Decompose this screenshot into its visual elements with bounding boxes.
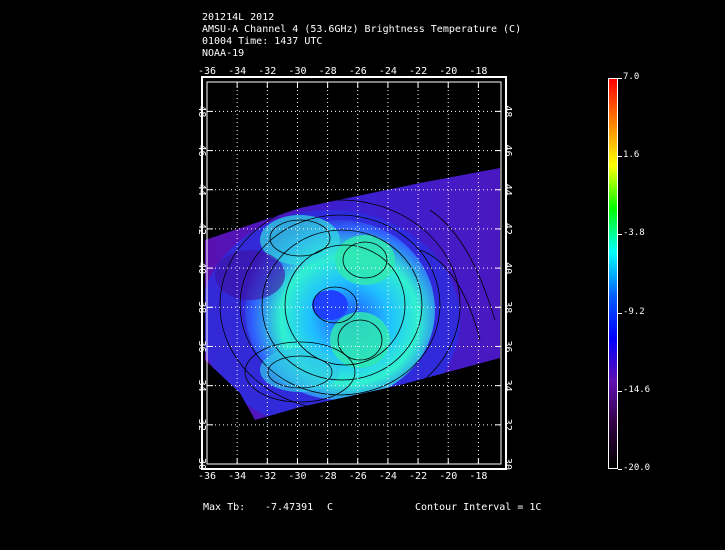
lon-label-top: -28 xyxy=(319,66,337,77)
lat-label-left: 30 xyxy=(196,458,207,470)
title-line-3: 01004 Time: 1437 UTC xyxy=(202,36,323,47)
lon-label-bottom: -34 xyxy=(228,471,246,482)
lon-label-top: -34 xyxy=(228,66,246,77)
plot-frame xyxy=(201,76,507,470)
lon-label-top: -20 xyxy=(439,66,457,77)
title-line-2: AMSU-A Channel 4 (53.6GHz) Brightness Te… xyxy=(202,24,522,35)
lon-label-bottom: -26 xyxy=(349,471,367,482)
lat-label-right: 46 xyxy=(502,145,513,157)
colorbar-label: 7.0 xyxy=(623,72,640,82)
lat-label-left: 38 xyxy=(196,301,207,313)
lat-label-left: 40 xyxy=(196,262,207,274)
title-line-1: 201214L 2012 xyxy=(202,12,275,23)
lon-label-top: -36 xyxy=(198,66,216,77)
lon-label-bottom: -28 xyxy=(319,471,337,482)
colorbar-tick xyxy=(618,234,622,236)
lon-label-top: -18 xyxy=(469,66,487,77)
max-tb-unit: C xyxy=(327,502,334,513)
lon-label-bottom: -32 xyxy=(258,471,276,482)
lon-label-top: -32 xyxy=(258,66,276,77)
lat-label-right: 32 xyxy=(502,419,513,431)
lat-label-left: 36 xyxy=(196,340,207,352)
lon-label-bottom: -24 xyxy=(379,471,397,482)
lon-label-top: -24 xyxy=(379,66,397,77)
lat-label-right: 34 xyxy=(502,380,513,392)
colorbar-tick xyxy=(618,156,622,158)
colorbar-tick xyxy=(618,78,622,79)
lat-lon-grid xyxy=(206,82,501,465)
lat-label-right: 48 xyxy=(502,105,513,117)
lat-label-right: 42 xyxy=(502,223,513,235)
colorbar xyxy=(608,78,618,469)
lat-label-left: 46 xyxy=(196,145,207,157)
colorbar-label: 1.6 xyxy=(623,150,640,161)
contour-interval: Contour Interval = 1C xyxy=(415,502,542,513)
satellite-swath xyxy=(205,168,500,420)
max-tb-label: Max Tb: xyxy=(203,502,246,513)
lat-label-right: 44 xyxy=(502,184,513,196)
lon-label-top: -22 xyxy=(409,66,427,77)
lat-label-right: 40 xyxy=(502,262,513,274)
lat-label-left: 32 xyxy=(196,419,207,431)
lat-label-left: 48 xyxy=(196,105,207,117)
colorbar-label: -3.8 xyxy=(623,228,645,239)
lon-label-top: -30 xyxy=(288,66,306,77)
colorbar-tick xyxy=(618,469,622,470)
colorbar-label: -20.0 xyxy=(623,463,651,473)
lon-label-bottom: -18 xyxy=(469,471,487,482)
title-line-4: NOAA-19 xyxy=(202,48,245,59)
colorbar-label: -14.6 xyxy=(623,384,651,395)
lon-label-bottom: -30 xyxy=(288,471,306,482)
lat-label-right: 38 xyxy=(502,301,513,313)
lat-label-left: 34 xyxy=(196,380,207,392)
colorbar-tick xyxy=(618,312,622,314)
lon-label-top: -26 xyxy=(349,66,367,77)
lon-label-bottom: -22 xyxy=(409,471,427,482)
lon-label-bottom: -36 xyxy=(198,471,216,482)
colorbar-tick xyxy=(618,390,622,392)
axis-tick-labels: -36 -36 -34 -34 -32 -32 -30 -30 -28 -28 -26 -26 -24 -… xyxy=(196,66,513,482)
max-tb-value: -7.47391 xyxy=(265,502,314,513)
colorbar-label: -9.2 xyxy=(623,306,645,317)
lon-label-bottom: -20 xyxy=(439,471,457,482)
lat-label-left: 42 xyxy=(196,223,207,235)
lat-label-left: 44 xyxy=(196,184,207,196)
lat-label-right: 30 xyxy=(502,458,513,470)
lat-label-right: 36 xyxy=(502,340,513,352)
